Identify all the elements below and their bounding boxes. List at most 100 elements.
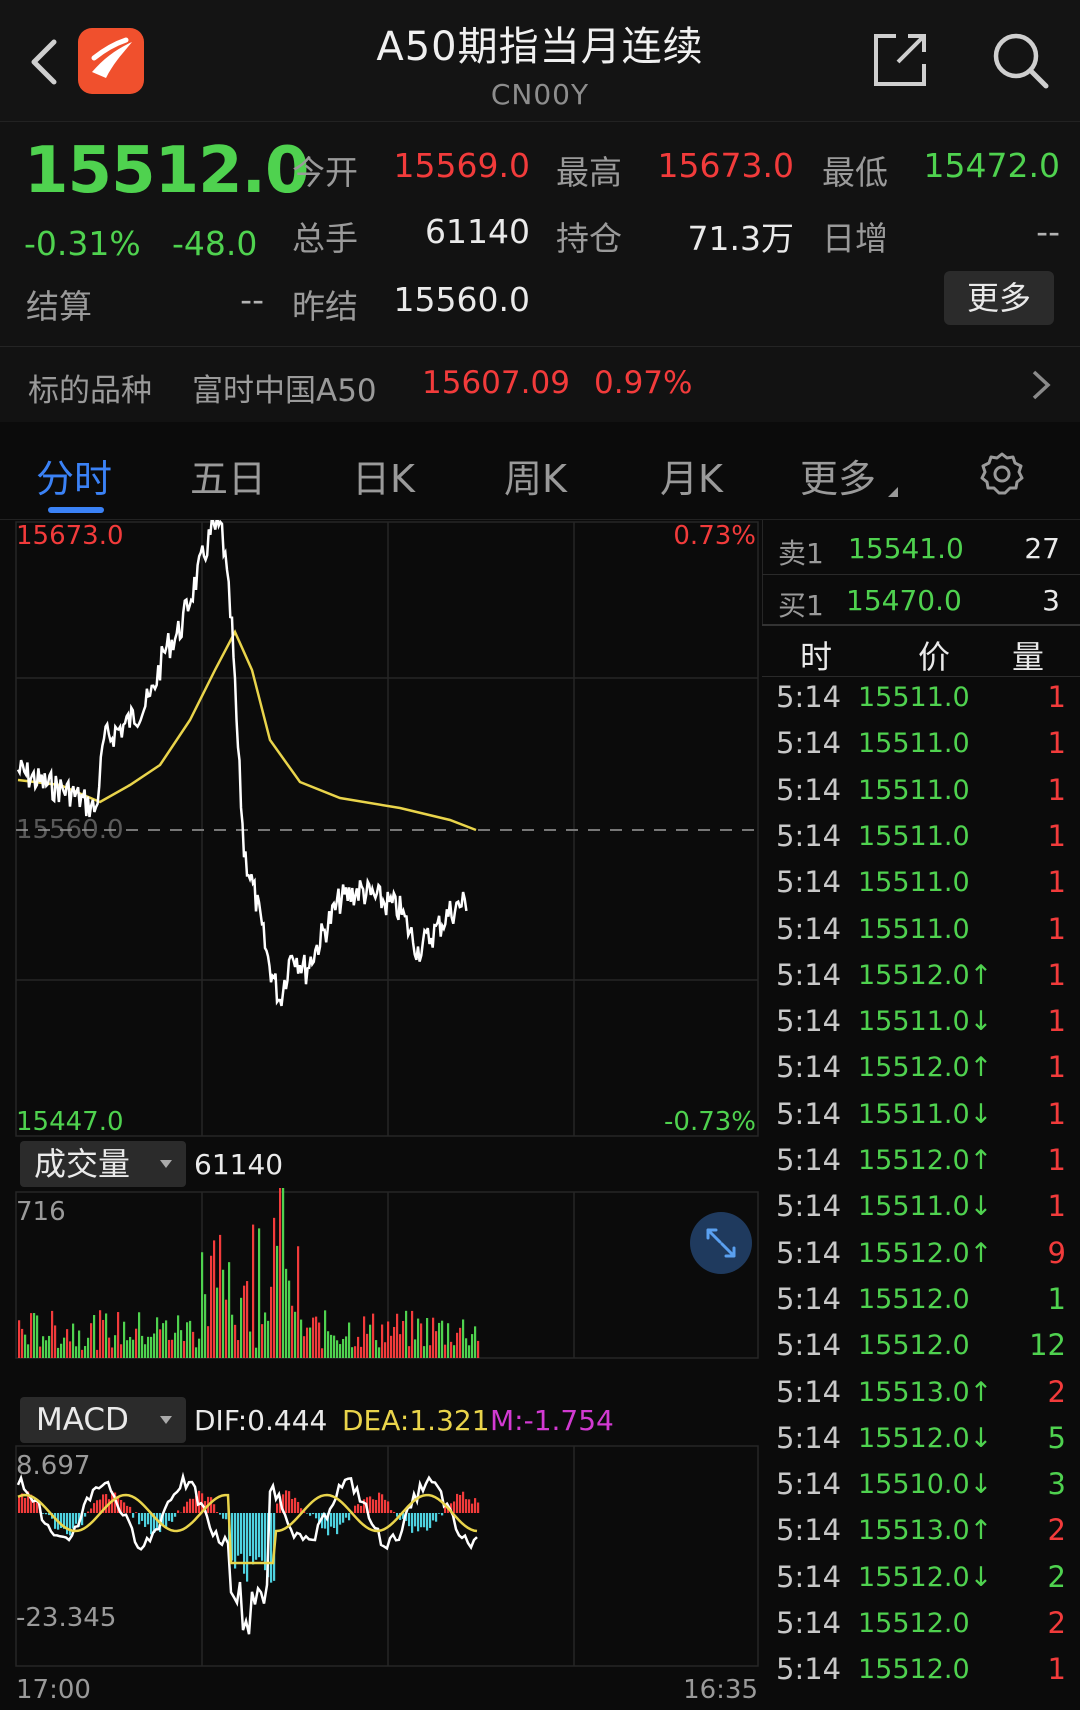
bid-qty: 3	[1042, 584, 1060, 617]
macd-bar	[216, 1512, 219, 1513]
volume-bar	[219, 1234, 222, 1358]
trade-row: 5:14 15511.0 1	[762, 865, 1080, 911]
macd-bar	[312, 1513, 315, 1515]
header-qty: 量	[1012, 638, 1045, 676]
volume-bar	[462, 1319, 465, 1358]
macd-bar	[252, 1513, 255, 1565]
underlying-label: 标的品种	[28, 373, 152, 409]
prev-settle-label: 昨结	[292, 287, 358, 326]
macd-bar	[360, 1505, 363, 1513]
macd-bar	[126, 1505, 129, 1513]
volume-bar	[108, 1337, 111, 1358]
volume-bar	[468, 1345, 471, 1358]
trade-price: 15511.0	[858, 867, 970, 899]
macd-bar	[225, 1513, 228, 1520]
volume-bar	[327, 1331, 330, 1358]
back-arrow-icon[interactable]	[22, 34, 66, 90]
volume-bar	[27, 1344, 30, 1358]
tab-monthly-k[interactable]: 月K	[660, 457, 723, 501]
macd-bar	[414, 1513, 417, 1527]
trade-qty: 1	[1047, 818, 1066, 853]
tab-daily-k[interactable]: 日K	[352, 457, 415, 501]
share-icon[interactable]	[868, 28, 932, 92]
volume-bar	[465, 1338, 468, 1358]
volume-bar	[420, 1323, 423, 1358]
volume-bar	[195, 1347, 198, 1358]
macd-bar	[96, 1500, 99, 1513]
volume-bar	[252, 1224, 255, 1358]
trade-row: 5:14 15512.0 1	[762, 1652, 1080, 1698]
volume-bar	[423, 1346, 426, 1358]
trade-time: 5:14	[776, 911, 842, 946]
volume-bar	[54, 1325, 57, 1358]
settle-label: 结算	[26, 287, 92, 326]
macd-bar	[87, 1511, 90, 1513]
macd-bar	[348, 1513, 351, 1521]
volume-bar	[417, 1318, 420, 1358]
volume-bar	[285, 1268, 288, 1358]
macd-bar	[372, 1499, 375, 1513]
volume-bar	[81, 1349, 84, 1358]
macd-bar	[354, 1505, 357, 1513]
volume-bar	[474, 1326, 477, 1358]
intraday-chart[interactable]: 15673.0 0.73% 15560.0 15447.0 -0.73% 716…	[0, 520, 760, 1710]
macd-bar	[444, 1504, 447, 1513]
trade-time: 5:14	[776, 865, 842, 900]
tab-weekly-k[interactable]: 周K	[504, 457, 567, 501]
volume-bar	[363, 1316, 366, 1358]
macd-bar	[195, 1495, 198, 1513]
tab-intraday[interactable]: 分时	[36, 457, 113, 501]
volume-bar	[435, 1331, 438, 1358]
volume-bar	[477, 1340, 480, 1358]
volume-bar	[114, 1335, 117, 1358]
volume-bar	[471, 1334, 474, 1358]
high-value: 15673.0	[657, 146, 794, 185]
trade-qty: 2	[1047, 1559, 1066, 1594]
underlying-row[interactable]	[0, 346, 1080, 422]
volume-bar	[429, 1345, 432, 1358]
macd-bar	[75, 1513, 78, 1524]
caret-down-icon	[160, 1160, 172, 1168]
volume-bar	[60, 1343, 63, 1358]
volume-bar	[24, 1334, 27, 1358]
volume-indicator-dropdown[interactable]: 成交量	[20, 1141, 186, 1187]
volume-bar	[141, 1335, 144, 1358]
volume-bar	[360, 1346, 363, 1358]
volume-bar	[69, 1341, 72, 1358]
macd-bar	[63, 1513, 66, 1529]
tab-five-day[interactable]: 五日	[190, 457, 267, 501]
trade-time: 5:14	[776, 726, 842, 761]
macd-bar	[108, 1499, 111, 1513]
expand-chart-button[interactable]	[690, 1212, 752, 1274]
trade-time: 5:14	[776, 1374, 842, 1409]
volume-bar	[384, 1342, 387, 1358]
more-button[interactable]: 更多	[944, 271, 1054, 325]
macd-indicator-dropdown[interactable]: MACD	[20, 1397, 186, 1443]
volume-bar	[339, 1344, 342, 1358]
macd-bar	[105, 1494, 108, 1513]
macd-bar	[408, 1513, 411, 1527]
chevron-right-icon[interactable]	[1030, 368, 1052, 402]
volume-bar	[132, 1339, 135, 1358]
tab-more[interactable]: 更多	[800, 448, 899, 503]
trade-price: 15511.0↓	[858, 1006, 993, 1038]
bid-price: 15470.0	[846, 584, 962, 617]
trade-qty: 1	[1047, 1004, 1066, 1039]
search-icon[interactable]	[988, 28, 1052, 92]
gear-icon[interactable]	[978, 450, 1026, 498]
trade-qty: 1	[1047, 957, 1066, 992]
volume-bar	[348, 1322, 351, 1358]
trade-qty: 1	[1047, 1050, 1066, 1085]
volume-bar	[357, 1336, 360, 1358]
macd-bar	[339, 1513, 342, 1525]
macd-bar	[246, 1513, 249, 1582]
header-time: 时	[800, 638, 833, 676]
macd-bar	[291, 1498, 294, 1513]
trade-time: 5:14	[776, 1050, 842, 1085]
macd-bar	[258, 1513, 261, 1558]
volume-bar	[405, 1310, 408, 1358]
change-percent: -0.31%	[24, 224, 141, 263]
trade-qty: 1	[1047, 680, 1066, 714]
volume-indicator-label: 成交量	[34, 1145, 131, 1183]
volume-bar	[447, 1323, 450, 1358]
